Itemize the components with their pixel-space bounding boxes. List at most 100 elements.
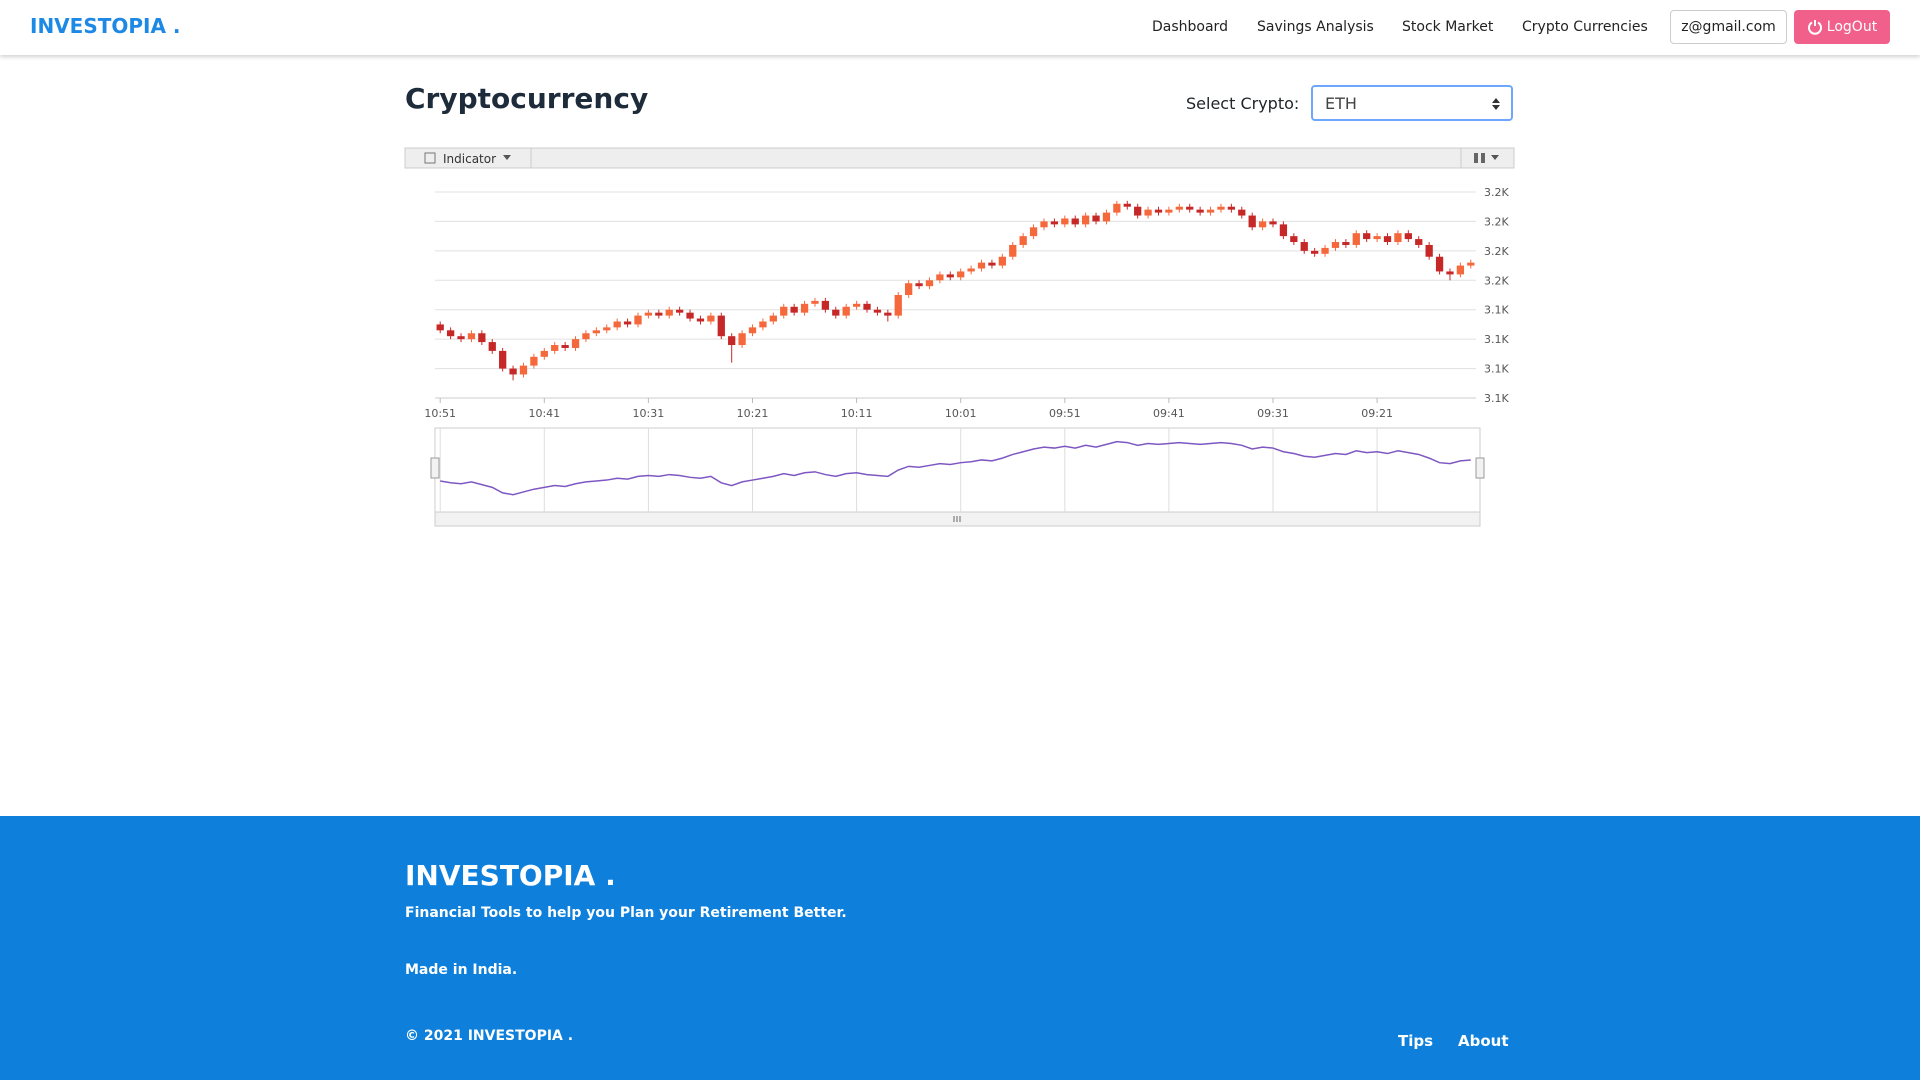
power-icon (1807, 20, 1822, 35)
candle-body (707, 315, 715, 322)
x-tick-label: 09:31 (1257, 407, 1289, 420)
candle-body (457, 336, 465, 340)
candle-body (967, 268, 975, 272)
candle-body (1196, 209, 1204, 213)
candle-body (863, 303, 871, 310)
candle-body (1113, 203, 1121, 213)
footer-link[interactable]: Tips (1398, 1032, 1434, 1050)
x-tick-label: 09:51 (1049, 407, 1081, 420)
dropdown-arrow (1491, 155, 1499, 160)
x-tick-label: 10:41 (528, 407, 560, 420)
candle-body (1123, 203, 1131, 207)
candle-body (1071, 218, 1079, 225)
candle-body (634, 315, 642, 325)
scrollbar-grip (953, 516, 961, 522)
candle-body (1415, 239, 1423, 245)
nav-link[interactable]: Dashboard (1152, 19, 1228, 35)
candle-body (1061, 218, 1069, 225)
candle-body (582, 333, 590, 340)
navigator-handle[interactable] (430, 457, 440, 479)
candle-body (551, 345, 559, 351)
candle-body (936, 274, 944, 281)
candle-body (1092, 215, 1100, 222)
candle-body (478, 333, 486, 343)
candle-body (988, 262, 996, 266)
select-value: ETH (1325, 94, 1357, 113)
candle-body (1404, 233, 1412, 240)
x-tick-label: 10:21 (737, 407, 769, 420)
candle-body (1009, 244, 1017, 257)
indicator-button[interactable]: Indicator (443, 152, 496, 166)
candle-body (769, 315, 777, 322)
candle-body (488, 342, 496, 351)
candle-body (1363, 233, 1371, 240)
candle-body (821, 300, 830, 310)
candle-body (603, 327, 611, 331)
candle-body (759, 321, 767, 328)
navigator-line (440, 440, 1471, 496)
nav-link[interactable]: Savings Analysis (1257, 19, 1374, 35)
candle-body (915, 283, 923, 287)
candle-body (1102, 212, 1111, 222)
footer: INVESTOPIA . Financial Tools to help you… (0, 816, 1920, 1080)
candle-body (1144, 209, 1152, 216)
candle-body (696, 318, 705, 322)
footer-tagline: Financial Tools to help you Plan your Re… (405, 905, 847, 921)
candle-body (446, 330, 455, 337)
page-title: Cryptocurrency (405, 82, 649, 115)
logout-button[interactable]: LogOut (1794, 10, 1890, 44)
navigator-handle[interactable] (1475, 457, 1485, 479)
candle-body (832, 309, 840, 316)
x-tick-label: 10:11 (841, 407, 873, 420)
candle-body (1300, 242, 1308, 251)
crypto-select[interactable]: ETH (1311, 85, 1513, 121)
candle-body (748, 327, 757, 334)
candle-body (800, 303, 809, 313)
candle-body (436, 324, 444, 331)
y-tick-label: 3.1K (1484, 363, 1509, 376)
nav-link[interactable]: Crypto Currencies (1522, 19, 1648, 35)
candle-body (1258, 221, 1267, 228)
footer-made: Made in India. (405, 962, 518, 978)
x-tick-label: 09:41 (1153, 407, 1185, 420)
candle-body (530, 356, 538, 366)
candle-body (1217, 206, 1225, 210)
logout-label: LogOut (1826, 19, 1878, 35)
navigator (434, 427, 1481, 513)
dropdown-arrow (503, 155, 511, 160)
candle-body (1467, 262, 1475, 266)
candle-body (1081, 215, 1090, 225)
candle-body (957, 271, 965, 278)
candle-body (1238, 209, 1246, 216)
footer-link[interactable]: About (1458, 1032, 1509, 1050)
candle-body (467, 333, 476, 340)
candle-body (842, 306, 850, 316)
y-tick-label: 3.2K (1484, 245, 1509, 258)
candle-body (1435, 256, 1444, 272)
candle-body (998, 256, 1006, 266)
x-tick-label: 10:31 (633, 407, 665, 420)
y-tick-label: 3.1K (1484, 304, 1509, 317)
candle-body (1227, 206, 1236, 210)
candle-body (1425, 244, 1433, 257)
nav-link[interactable]: Stock Market (1402, 19, 1494, 35)
email-button[interactable]: z@gmail.com (1670, 10, 1787, 44)
navbar: INVESTOPIA . Dashboard Savings Analysis … (0, 0, 1920, 55)
candle-body (561, 345, 569, 348)
chart-type-icon[interactable] (1474, 153, 1478, 163)
candle-body (738, 333, 746, 346)
indicator-icon[interactable] (424, 152, 436, 164)
candle-body (1394, 233, 1402, 243)
chart-type-icon[interactable] (1481, 153, 1485, 163)
candle-body (623, 321, 632, 325)
candle-body (728, 336, 736, 346)
x-tick-label: 10:01 (945, 407, 977, 420)
candle-body (1311, 250, 1319, 254)
brand[interactable]: INVESTOPIA . (30, 14, 181, 38)
candle-body (1321, 247, 1329, 254)
candle-body (905, 283, 913, 295)
x-tick-label: 10:51 (424, 407, 456, 420)
candle-body (1134, 206, 1142, 216)
candle-body (1206, 209, 1215, 213)
